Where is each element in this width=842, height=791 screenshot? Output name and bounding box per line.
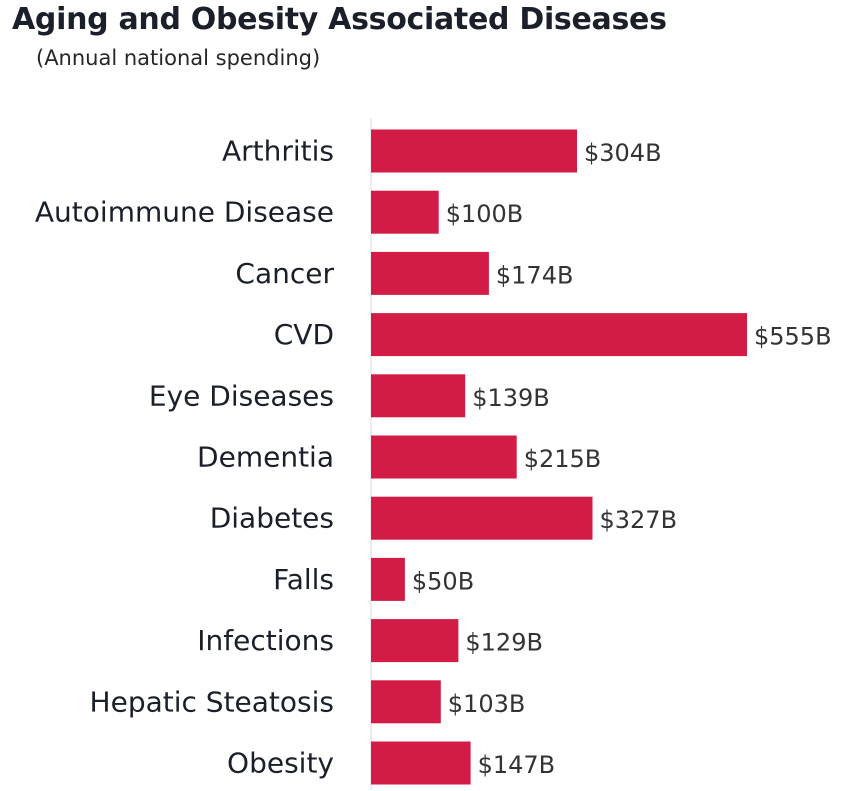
bar xyxy=(371,435,517,479)
value-label: $129B xyxy=(465,629,543,657)
category-labels: Arthritis Autoimmune Disease Cancer CVD Eye … xyxy=(35,135,335,780)
bar xyxy=(371,741,471,785)
bar xyxy=(371,313,747,357)
value-label: $139B xyxy=(472,384,550,412)
bar xyxy=(371,557,405,601)
value-label: $50B xyxy=(412,567,474,595)
bar xyxy=(371,680,441,724)
bar xyxy=(371,374,466,418)
bars-group xyxy=(371,129,747,785)
category-label: Arthritis xyxy=(222,135,334,168)
category-label: Dementia xyxy=(197,441,334,474)
category-label: Hepatic Steatosis xyxy=(90,685,334,718)
value-labels: $304B $100B $174B $555B $139B $215B $327B $50B $… xyxy=(412,139,832,779)
value-label: $215B xyxy=(524,445,602,473)
bar xyxy=(371,619,459,663)
chart-title: Aging and Obesity Associated Diseases xyxy=(12,2,667,37)
category-label: Cancer xyxy=(235,257,334,290)
value-label: $103B xyxy=(448,690,526,718)
value-label: $327B xyxy=(600,506,678,534)
value-label: $174B xyxy=(496,261,574,289)
bar xyxy=(371,190,439,234)
bar xyxy=(371,496,593,540)
value-label: $555B xyxy=(754,323,832,351)
category-label: Obesity xyxy=(227,747,334,780)
category-label: Diabetes xyxy=(210,502,334,535)
value-label: $147B xyxy=(478,751,556,779)
value-label: $304B xyxy=(584,139,662,167)
bar xyxy=(371,251,489,295)
value-label: $100B xyxy=(446,200,524,228)
category-label: Eye Diseases xyxy=(149,379,334,412)
chart-subtitle: (Annual national spending) xyxy=(36,46,321,70)
bar xyxy=(371,129,577,173)
category-label: CVD xyxy=(274,318,334,351)
category-label: Falls xyxy=(273,563,334,596)
category-label: Infections xyxy=(197,624,334,657)
category-label: Autoimmune Disease xyxy=(35,196,334,229)
